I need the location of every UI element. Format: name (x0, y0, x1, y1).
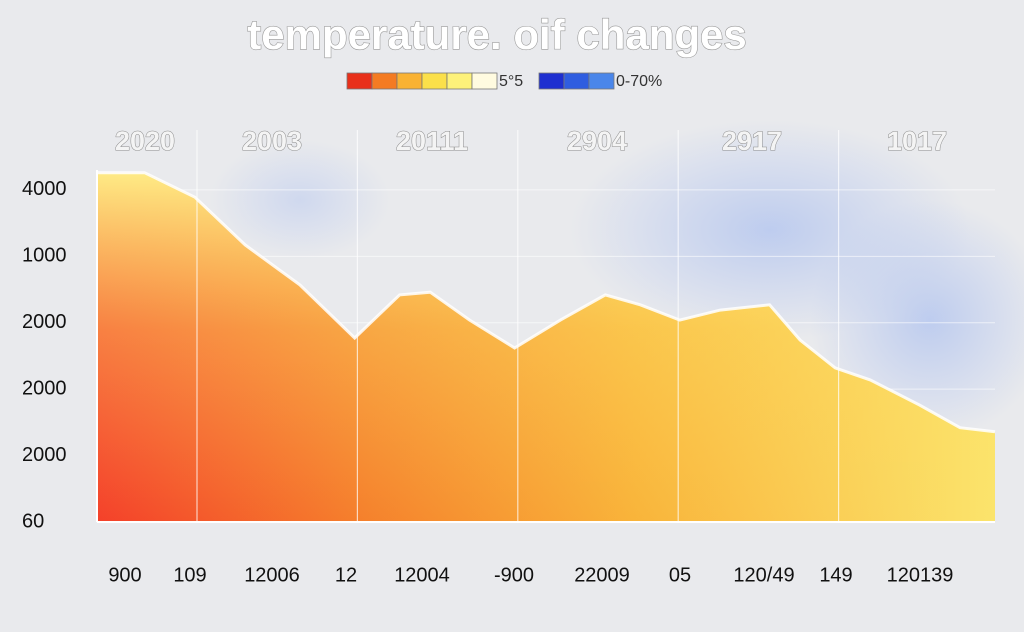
x-label: 120139 (887, 564, 954, 586)
area-highlight (97, 172, 995, 522)
x-label: -900 (494, 564, 534, 586)
x-label: 149 (819, 564, 852, 586)
x-label: 12006 (244, 564, 300, 586)
column-label: 2003 (242, 126, 302, 156)
y-tick-label: 4000 (22, 178, 67, 200)
x-label: 120/49 (733, 564, 794, 586)
column-label: 2020 (115, 126, 175, 156)
legend-label: 5°5 (499, 73, 523, 90)
area-outline (97, 171, 996, 434)
y-tick-label: 2000 (22, 311, 67, 333)
column-label: 2917 (722, 126, 782, 156)
x-label: 05 (669, 564, 691, 586)
chart-title: temperature. oif changes (247, 11, 746, 58)
legend-swatch (588, 72, 615, 90)
legend-swatch (371, 72, 398, 90)
x-label: 12004 (394, 564, 450, 586)
y-tick-label: 2000 (22, 444, 67, 466)
y-tick-label: 2000 (22, 377, 67, 399)
column-label: 20111 (396, 126, 468, 156)
legend-swatch (538, 72, 565, 90)
x-label: 109 (173, 564, 206, 586)
legend-swatch (471, 72, 498, 90)
y-tick-label: 60 (22, 510, 44, 532)
legend-swatch (346, 72, 373, 90)
legend-swatch (396, 72, 423, 90)
legend-swatch (421, 72, 448, 90)
legend-swatch (446, 72, 473, 90)
y-tick-label: 1000 (22, 245, 67, 267)
legend-label: 0-70% (616, 73, 662, 90)
legend: 5°5 0-70% (346, 72, 662, 90)
x-label: 12 (335, 564, 357, 586)
column-label: 2904 (567, 126, 627, 156)
bg-blotch (210, 140, 390, 260)
x-label: 900 (108, 564, 141, 586)
column-label: 1017 (887, 126, 947, 156)
legend-swatch (563, 72, 590, 90)
plot: 60 2000 2000 2000 1000 4000 2020 2003 20111 2904 2… (22, 126, 996, 586)
x-label: 22009 (574, 564, 630, 586)
